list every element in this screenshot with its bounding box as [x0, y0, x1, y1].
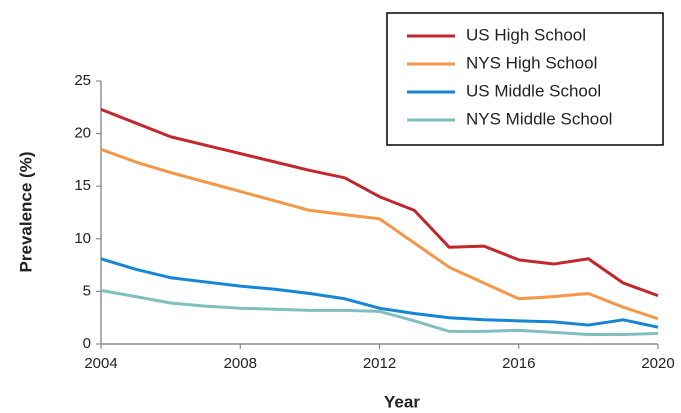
legend-label: NYS Middle School	[466, 109, 612, 128]
y-tick-label: 25	[74, 72, 91, 89]
legend-label: US Middle School	[466, 81, 601, 100]
series-line	[100, 147, 659, 321]
x-tick-label: 2016	[502, 355, 535, 372]
y-tick-label: 0	[83, 335, 91, 352]
legend-label: US High School	[466, 25, 586, 44]
series-line	[100, 257, 659, 329]
legend-label: NYS High School	[466, 53, 597, 72]
y-tick-label: 10	[74, 230, 91, 247]
x-tick-label: 2004	[84, 355, 117, 372]
y-tick-label: 20	[74, 125, 91, 142]
x-axis-title: Year	[384, 392, 420, 411]
series-line	[100, 108, 659, 298]
x-tick-label: 2020	[641, 355, 674, 372]
y-axis-title: Prevalence (%)	[16, 152, 35, 273]
x-tick-label: 2008	[224, 355, 257, 372]
y-tick-label: 5	[83, 282, 91, 299]
series-line	[100, 288, 659, 337]
x-tick-label: 2012	[363, 355, 396, 372]
y-tick-label: 15	[74, 177, 91, 194]
